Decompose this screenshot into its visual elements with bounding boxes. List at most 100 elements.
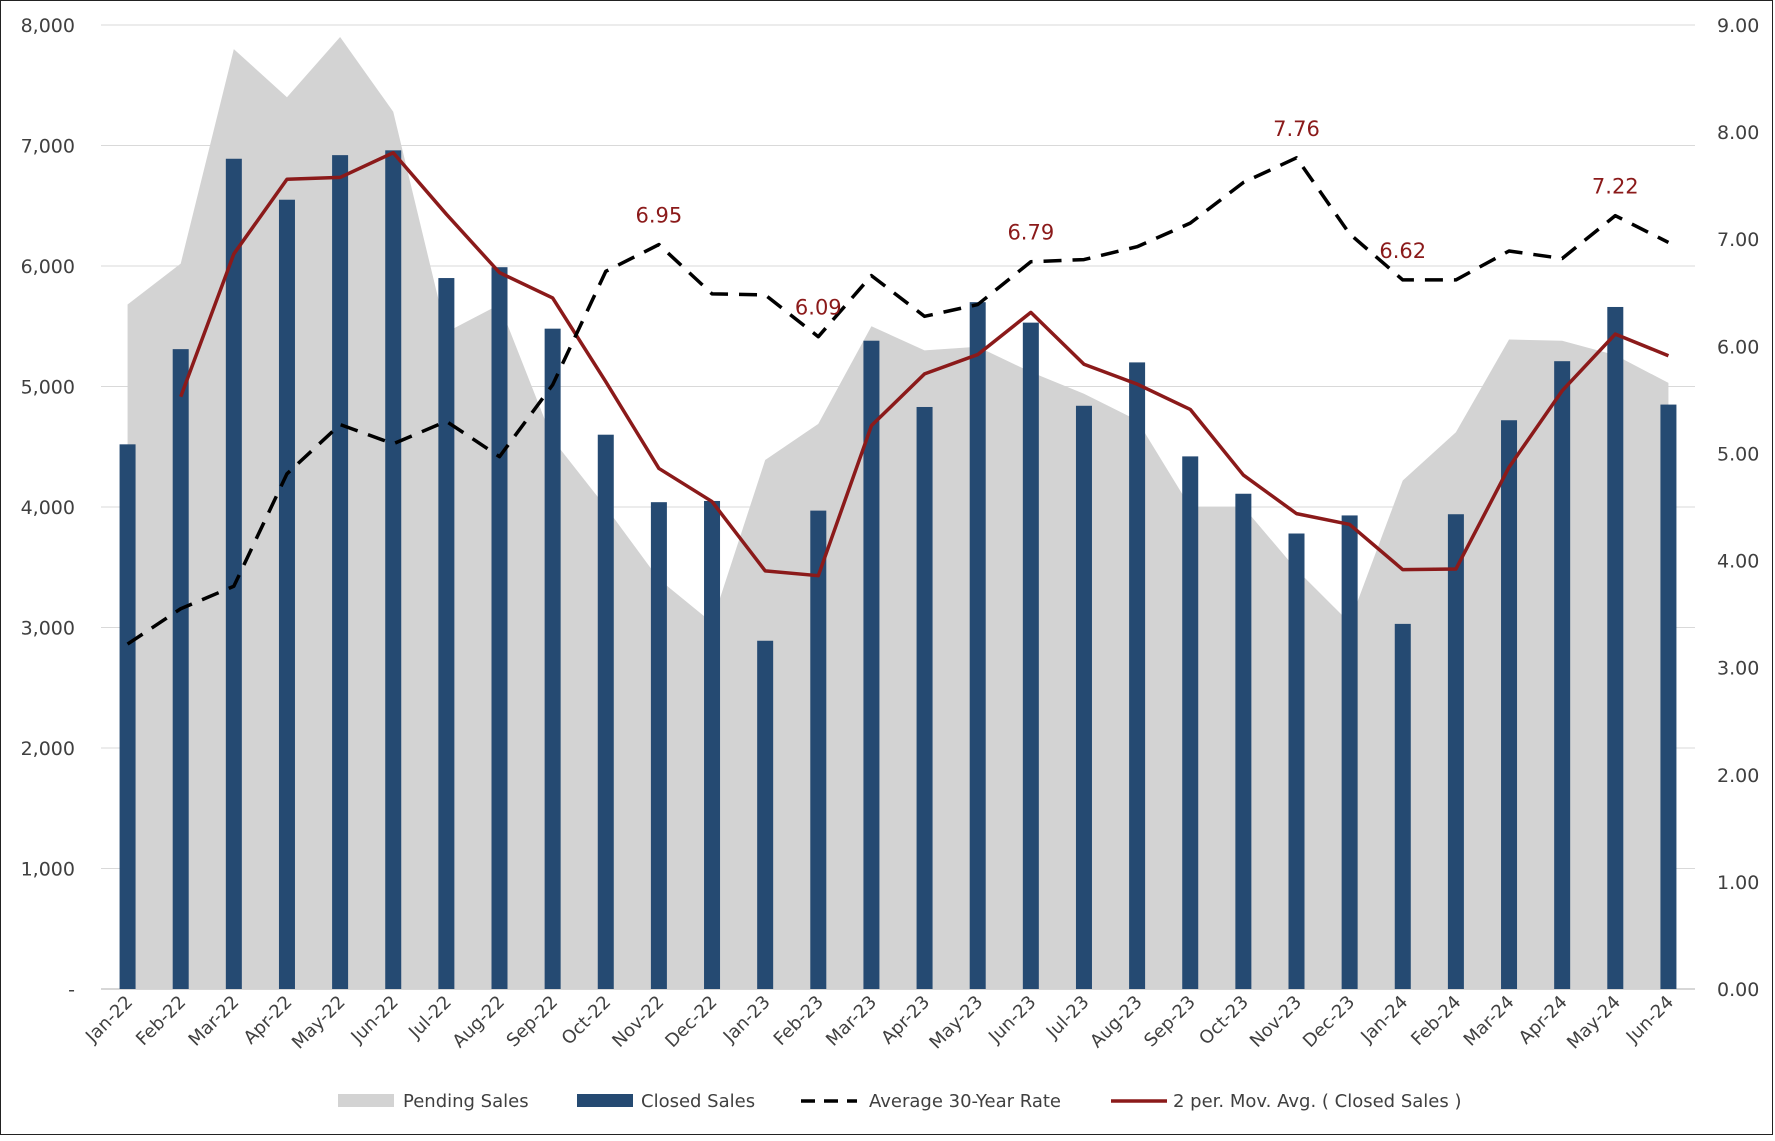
legend-swatch-pending-sales — [338, 1094, 394, 1107]
closed-sales-bar — [225, 158, 242, 989]
x-axis-tick-label: May-22 — [288, 992, 350, 1054]
x-axis-tick-label: May-24 — [1563, 992, 1625, 1054]
x-axis-tick-label: Aug-23 — [1086, 992, 1146, 1052]
closed-sales-bar — [332, 155, 349, 989]
closed-sales-bar — [491, 267, 508, 990]
x-axis-tick-label: Jun-24 — [1622, 992, 1678, 1048]
right-axis-tick-label: 2.00 — [1717, 765, 1759, 787]
closed-sales-bar — [1022, 322, 1039, 989]
legend-label-rate: Average 30-Year Rate — [869, 1091, 1061, 1112]
x-axis-tick-label: Sep-22 — [503, 992, 563, 1052]
right-axis-tick-label: 5.00 — [1717, 443, 1759, 465]
left-axis-tick-label: 8,000 — [21, 15, 75, 37]
left-axis-tick-label: 2,000 — [21, 738, 75, 760]
closed-sales-bar — [597, 434, 614, 989]
closed-sales-bar — [1288, 533, 1305, 989]
closed-sales-bar — [916, 406, 933, 989]
closed-sales-bar — [810, 510, 827, 989]
left-axis-tick-label: 4,000 — [21, 497, 75, 519]
closed-sales-bar — [1447, 514, 1464, 989]
x-axis-tick-label: Jan-24 — [1356, 992, 1412, 1048]
rate-annotations: 6.95 6.09 6.79 7.76 6.62 7.22 — [636, 117, 1639, 320]
closed-sales-bar — [704, 500, 721, 989]
x-axis-tick-label: Dec-23 — [1299, 992, 1359, 1052]
legend-label-pending-sales: Pending Sales — [403, 1091, 529, 1112]
closed-sales-bar — [1607, 306, 1624, 990]
right-axis-tick-label: 3.00 — [1717, 658, 1759, 680]
closed-sales-bar — [757, 640, 774, 989]
x-axis-tick-label: Oct-23 — [1195, 992, 1253, 1050]
x-axis-tick-label: Feb-23 — [770, 992, 828, 1050]
closed-sales-bar — [1235, 493, 1252, 989]
pending-sales-area — [127, 37, 1669, 990]
x-axis-tick-label: Jul-22 — [404, 992, 456, 1044]
closed-sales-bar — [544, 328, 561, 989]
x-axis-tick-label: Mar-23 — [822, 992, 881, 1051]
closed-sales-bar — [385, 150, 402, 989]
closed-sales-bar — [172, 349, 189, 989]
x-axis-tick-label: Mar-24 — [1460, 992, 1519, 1051]
x-axis-tick-label: Nov-22 — [608, 992, 668, 1052]
left-axis-tick-label: - — [68, 979, 75, 1001]
right-axis-tick-label: 9.00 — [1717, 15, 1759, 37]
closed-sales-bar — [1075, 405, 1092, 989]
x-axis-tick-label: Jun-22 — [347, 992, 403, 1048]
x-axis-tick-label: Jan-23 — [719, 992, 775, 1048]
right-axis-tick-label: 0.00 — [1717, 979, 1759, 1001]
right-axis-ticks: 0.00 1.00 2.00 3.00 4.00 5.00 6.00 7.00 8.00 9.00 — [1717, 15, 1759, 1001]
closed-sales-bars — [119, 150, 1677, 990]
closed-sales-bar — [1182, 456, 1199, 989]
closed-sales-bar — [1501, 420, 1518, 989]
rate-annotation-label: 7.22 — [1592, 175, 1639, 199]
left-axis-tick-label: 3,000 — [21, 618, 75, 640]
rate-annotation-label: 6.09 — [795, 296, 842, 320]
rate-annotation-label: 6.95 — [636, 204, 683, 228]
closed-sales-bar — [1660, 404, 1677, 989]
x-axis-tick-label: Feb-24 — [1407, 992, 1465, 1050]
pending-sales-area-layer — [127, 37, 1669, 990]
moving-average-line — [179, 150, 1670, 578]
closed-sales-bar — [1554, 361, 1571, 989]
rate-annotation-label: 6.79 — [1007, 221, 1054, 245]
left-axis-tick-label: 7,000 — [21, 136, 75, 158]
x-axis-tick-label: Sep-23 — [1140, 992, 1200, 1052]
x-axis-tick-label: Jul-23 — [1042, 992, 1094, 1044]
x-axis-tick-label: Oct-22 — [558, 992, 616, 1050]
rate-annotation-label: 6.62 — [1379, 239, 1426, 263]
right-axis-tick-label: 8.00 — [1717, 122, 1759, 144]
closed-sales-bar — [863, 340, 880, 990]
moving-average-line-layer — [179, 150, 1670, 578]
left-axis-ticks: - 1,000 2,000 3,000 4,000 5,000 6,000 7,000 8,00… — [21, 15, 75, 1001]
right-axis-tick-label: 1.00 — [1717, 872, 1759, 894]
rate-line-layer — [126, 156, 1670, 646]
average-30-year-rate-line — [126, 156, 1670, 646]
closed-sales-bar — [438, 278, 455, 989]
closed-sales-bar — [278, 199, 295, 990]
closed-sales-bar — [650, 502, 667, 989]
rate-annotation-label: 7.76 — [1273, 117, 1320, 141]
closed-sales-bar — [1394, 623, 1411, 989]
x-axis-tick-label: Aug-22 — [449, 992, 509, 1052]
x-axis-tick-label: Feb-22 — [132, 992, 190, 1050]
legend-label-moving-average: 2 per. Mov. Avg. ( Closed Sales ) — [1173, 1091, 1461, 1112]
x-axis-tick-label: Mar-22 — [185, 992, 244, 1051]
x-axis-tick-label: Nov-23 — [1246, 992, 1306, 1052]
right-axis-tick-label: 7.00 — [1717, 229, 1759, 251]
closed-sales-bar — [1129, 362, 1146, 989]
chart-legend: Pending Sales Closed Sales Average 30-Year… — [338, 1091, 1461, 1112]
right-axis-tick-label: 6.00 — [1717, 336, 1759, 358]
x-axis-tick-label: Dec-22 — [661, 992, 721, 1052]
closed-sales-bar — [119, 444, 136, 990]
closed-sales-bar — [1341, 515, 1358, 989]
x-axis-tick-label: Jun-23 — [984, 992, 1040, 1048]
left-axis-tick-label: 6,000 — [21, 256, 75, 278]
left-axis-tick-label: 1,000 — [21, 859, 75, 881]
right-axis-tick-label: 4.00 — [1717, 551, 1759, 573]
legend-swatch-closed-sales — [577, 1094, 633, 1107]
left-axis-tick-label: 5,000 — [21, 377, 75, 399]
x-axis-tick-label: May-23 — [926, 992, 988, 1054]
closed-sales-bar — [969, 302, 986, 989]
legend-label-closed-sales: Closed Sales — [641, 1091, 755, 1112]
x-axis-tick-label: Jan-22 — [81, 992, 137, 1048]
